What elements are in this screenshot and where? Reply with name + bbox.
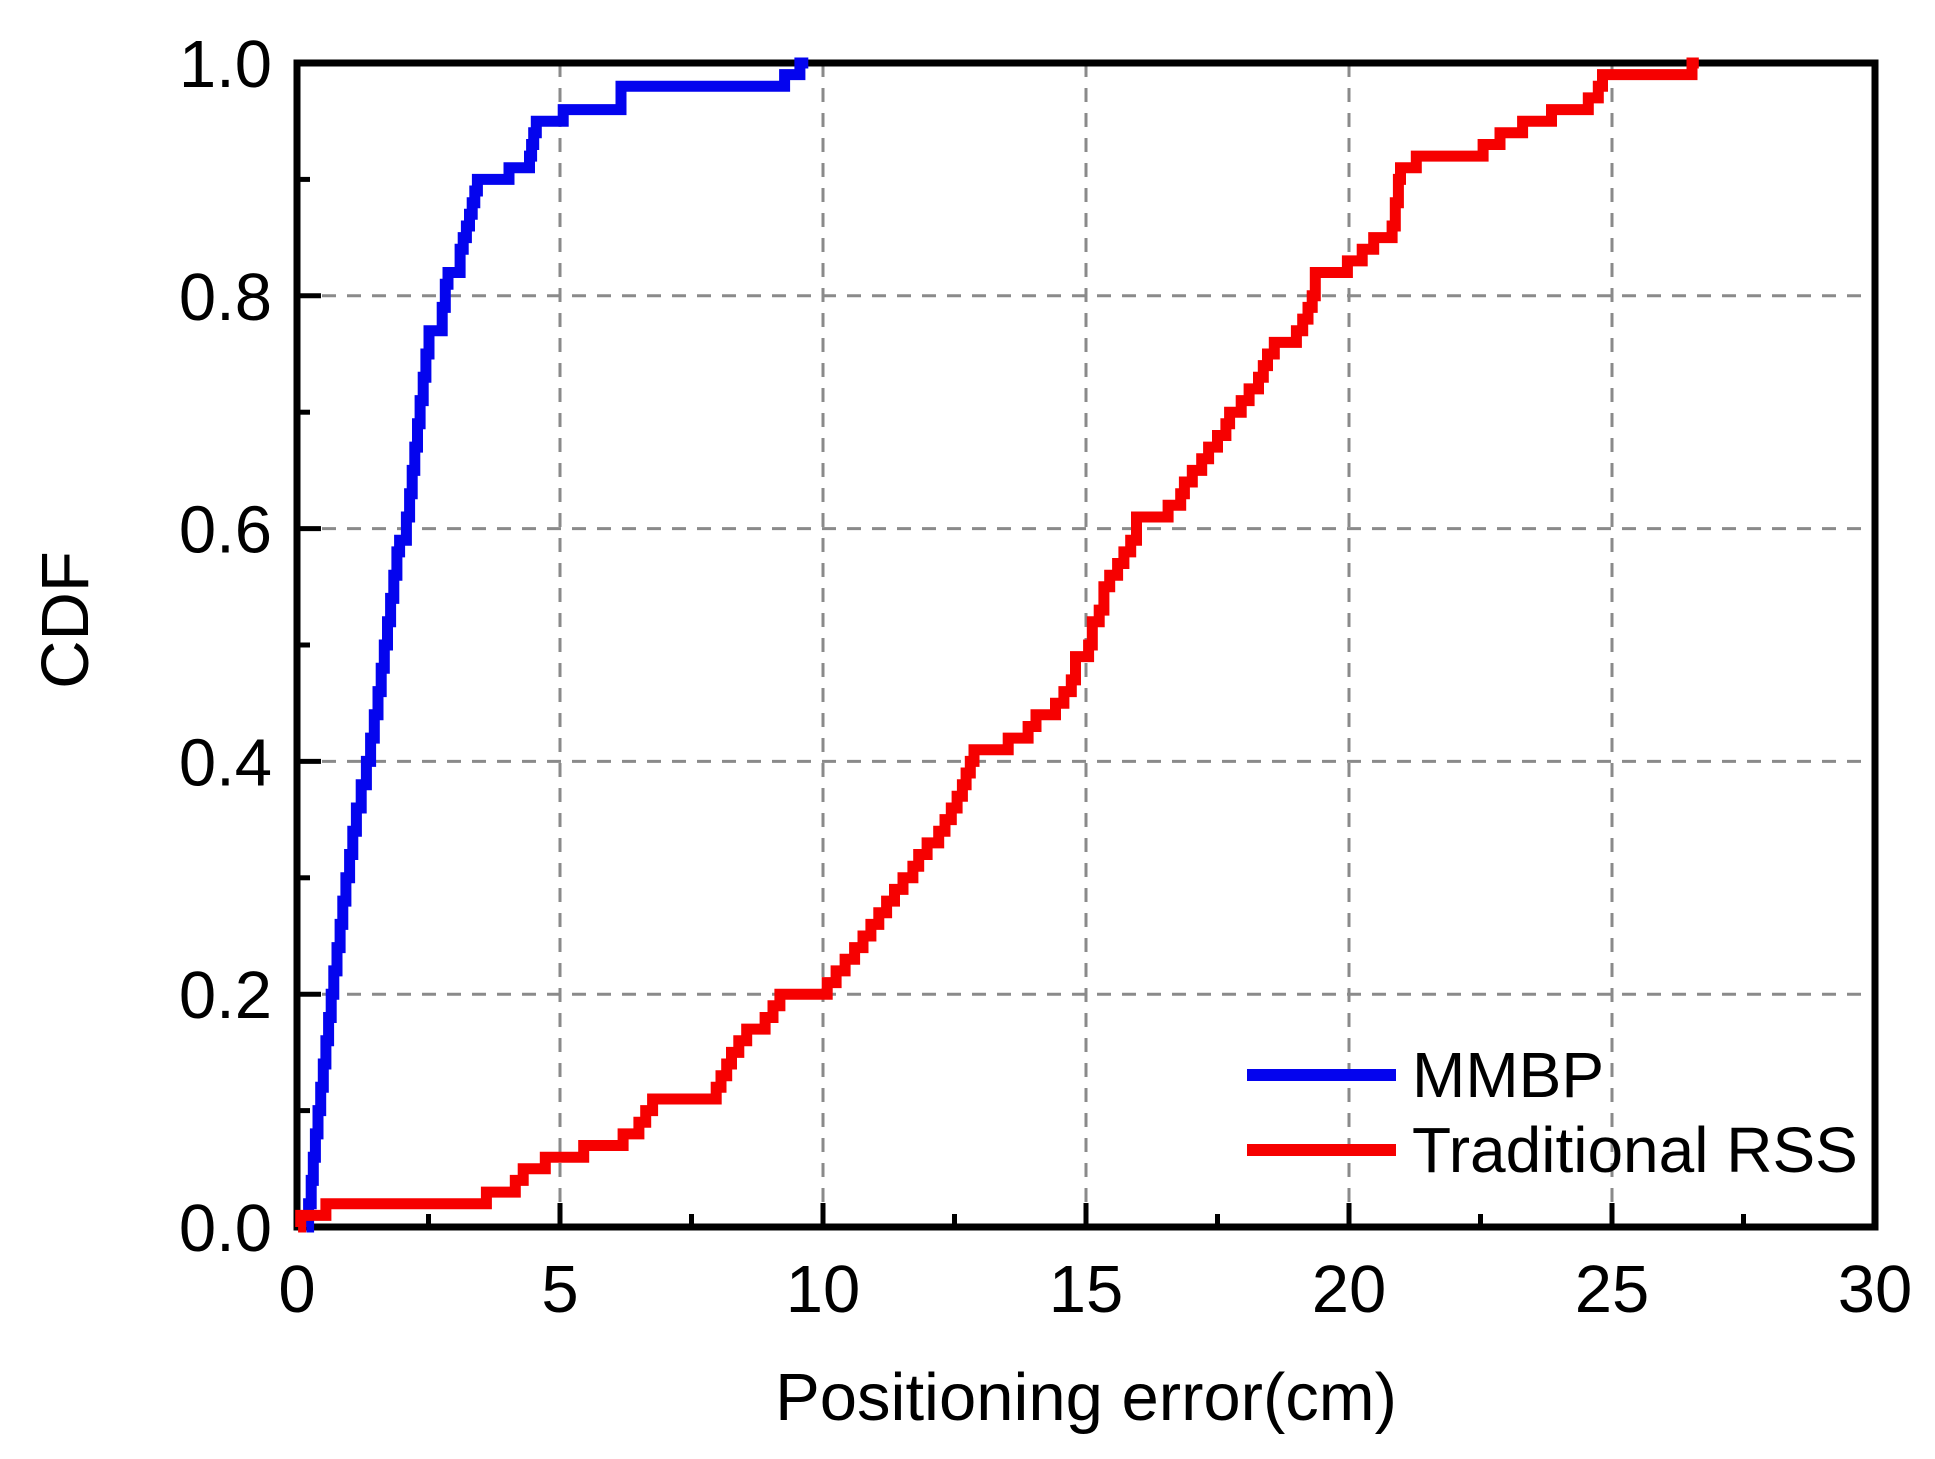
x-tick-label: 20 xyxy=(1312,1252,1387,1327)
y-axis-title: CDF xyxy=(28,551,103,689)
y-tick-label: 1.0 xyxy=(179,27,272,102)
y-tick-label: 0.8 xyxy=(179,260,272,335)
x-tick-label: 25 xyxy=(1575,1252,1650,1327)
x-tick-label: 15 xyxy=(1049,1252,1124,1327)
x-tick-label: 10 xyxy=(786,1252,861,1327)
y-tick-label: 0.4 xyxy=(179,725,272,800)
x-tick-label: 5 xyxy=(541,1252,578,1327)
series-lines xyxy=(295,57,1699,1233)
plot-border xyxy=(293,59,1879,1231)
legend-label-traditional-rss: Traditional RSS xyxy=(1412,1114,1858,1186)
y-tick-label: 0.6 xyxy=(179,493,272,568)
tick-labels: 0 5 10 15 20 25 30 0.0 0.2 0.4 0.6 0.8 1.0 xyxy=(179,27,1912,1327)
legend-label-mmbp: MMBP xyxy=(1412,1039,1604,1111)
x-tick-label: 0 xyxy=(278,1252,315,1327)
series-line-traditional-rss xyxy=(295,57,1699,1233)
series-line-mmbp xyxy=(303,57,809,1233)
x-axis-title: Positioning error(cm) xyxy=(775,1360,1397,1435)
y-tick-label: 0.0 xyxy=(179,1191,272,1266)
x-tick-label: 30 xyxy=(1838,1252,1913,1327)
y-tick-label: 0.2 xyxy=(179,958,272,1033)
